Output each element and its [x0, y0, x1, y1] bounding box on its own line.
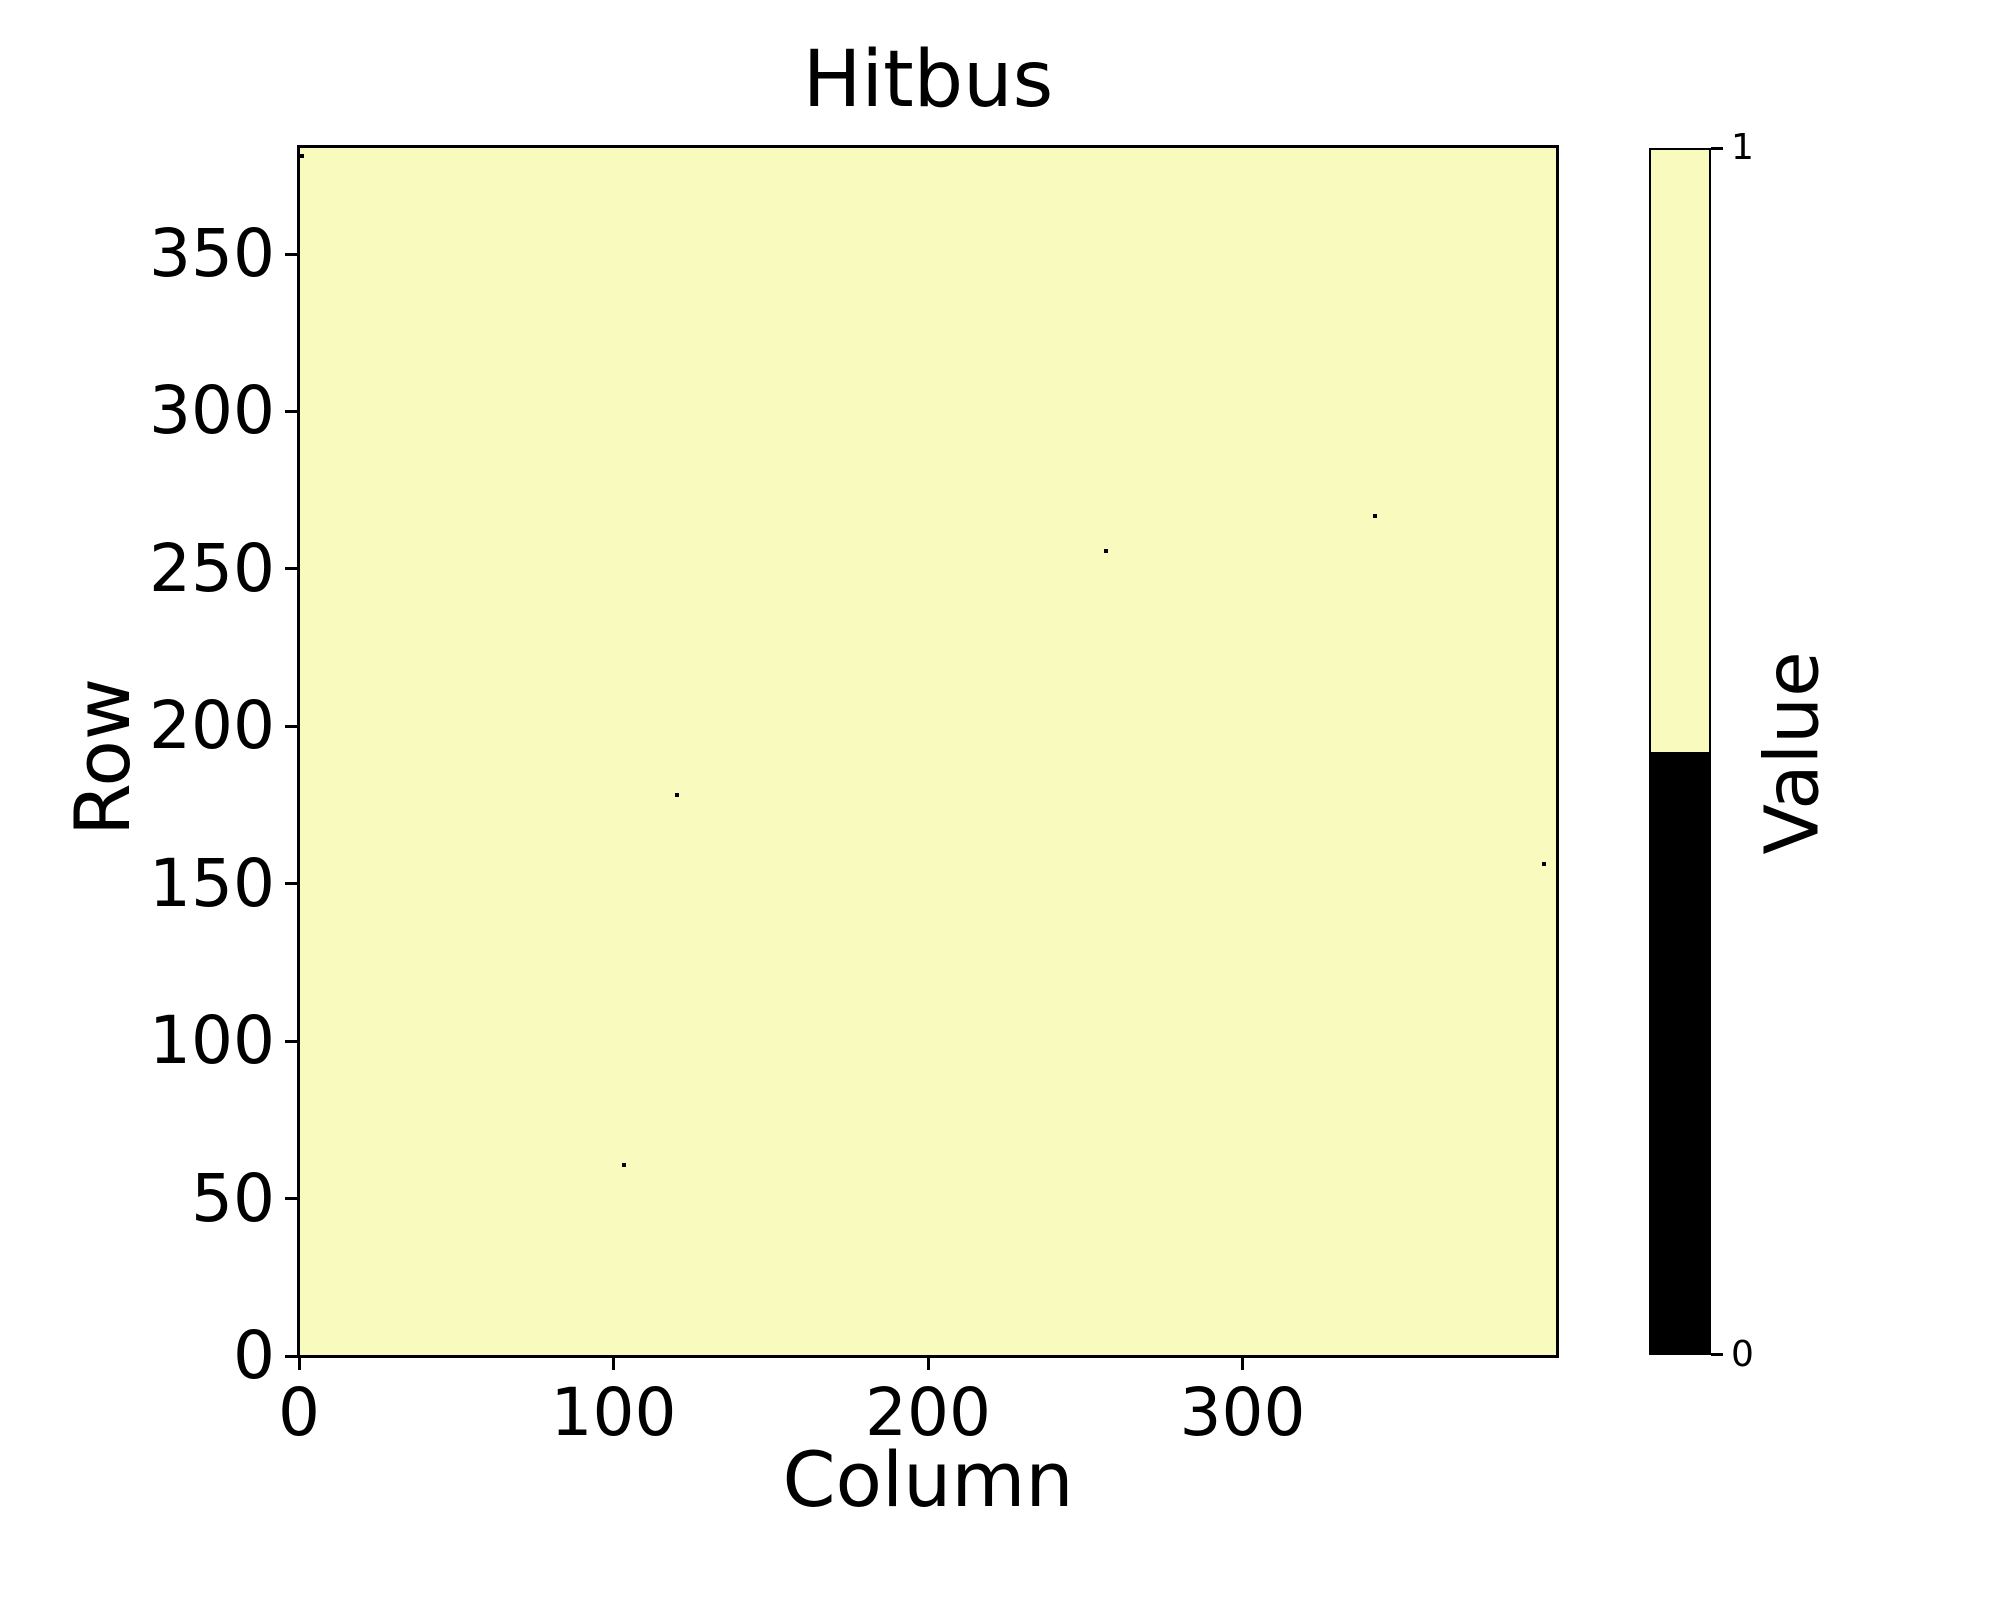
- y-tick-label: 150: [149, 844, 275, 922]
- y-tick-label: 100: [149, 1002, 275, 1080]
- x-tick-mark: [297, 1356, 301, 1370]
- x-tick-label: 300: [1179, 1374, 1306, 1451]
- y-tick-mark: [285, 1354, 299, 1358]
- y-tick-mark: [285, 724, 299, 728]
- colorbar-tick-bottom: [1711, 1353, 1723, 1356]
- y-tick-mark: [285, 567, 299, 571]
- heatmap-zero-pixel: [675, 792, 680, 797]
- heatmap-plot-area: [297, 145, 1559, 1358]
- y-tick-mark: [285, 882, 299, 886]
- colorbar-tick-label-bottom: 0: [1731, 1334, 1754, 1375]
- x-tick-label: 0: [278, 1374, 320, 1451]
- y-tick-label: 200: [149, 687, 275, 765]
- y-tick-label: 0: [233, 1317, 275, 1394]
- colorbar-low-segment: [1651, 751, 1709, 1353]
- heatmap-zero-pixel: [1542, 861, 1547, 866]
- x-tick-mark: [926, 1356, 930, 1370]
- y-tick-mark: [285, 1197, 299, 1201]
- x-tick-mark: [612, 1356, 615, 1370]
- x-axis-label: Column: [782, 1435, 1074, 1524]
- colorbar-high-segment: [1651, 150, 1709, 752]
- y-tick-mark: [285, 252, 299, 256]
- heatmap-zero-pixel: [299, 153, 304, 158]
- colorbar-axis-label: Value: [1749, 651, 1836, 855]
- heatmap-zero-pixel: [621, 1162, 626, 1167]
- y-tick-label: 350: [149, 215, 275, 293]
- colorbar: [1649, 148, 1711, 1355]
- chart-title: Hitbus: [802, 35, 1054, 125]
- y-tick-label: 300: [149, 372, 275, 450]
- y-tick-label: 50: [191, 1159, 275, 1237]
- y-tick-label: 250: [149, 529, 275, 607]
- y-tick-mark: [285, 409, 299, 413]
- x-tick-label: 100: [550, 1374, 677, 1451]
- colorbar-tick-label-top: 1: [1731, 127, 1754, 168]
- heatmap-zero-pixel: [1103, 548, 1108, 553]
- y-axis-label: Row: [58, 677, 148, 837]
- y-tick-mark: [285, 1039, 299, 1043]
- x-tick-mark: [1241, 1356, 1244, 1370]
- heatmap-zero-pixel: [1373, 514, 1378, 519]
- x-tick-label: 200: [865, 1374, 991, 1451]
- colorbar-tick-top: [1711, 147, 1723, 150]
